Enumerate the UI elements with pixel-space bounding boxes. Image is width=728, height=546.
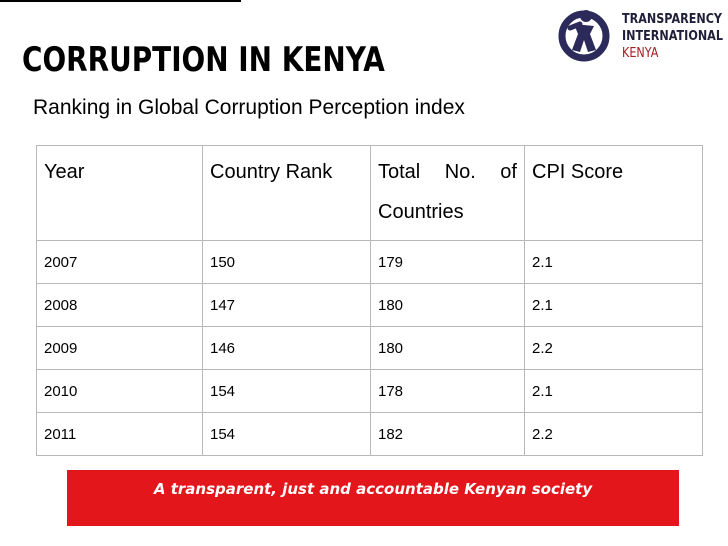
cell-rank: 150	[202, 240, 371, 284]
table-row: 2011 154 182 2.2	[36, 412, 703, 456]
cell-total: 179	[370, 240, 525, 284]
slogan-text: A transparent, just and accountable Keny…	[153, 480, 593, 498]
cell-rank: 147	[202, 283, 371, 327]
cell-rank: 146	[202, 326, 371, 370]
logo-line-1: TRANSPARENCY	[622, 12, 723, 27]
logo-line-3: KENYA	[622, 46, 659, 61]
cell-year: 2009	[36, 326, 203, 370]
cell-year: 2011	[36, 412, 203, 456]
cell-total: 180	[370, 283, 525, 327]
cell-cpi: 2.2	[524, 412, 703, 456]
cell-year: 2008	[36, 283, 203, 327]
cell-total: 182	[370, 412, 525, 456]
cell-year: 2010	[36, 369, 203, 413]
cell-rank: 154	[202, 412, 371, 456]
table-row: 2007 150 179 2.1	[36, 240, 703, 284]
transparency-international-logo: TRANSPARENCY INTERNATIONAL KENYA	[556, 4, 726, 72]
table-row: 2008 147 180 2.1	[36, 283, 703, 327]
top-rule	[0, 0, 241, 2]
cell-cpi: 2.1	[524, 240, 703, 284]
logo-emblem-icon	[558, 10, 610, 62]
cell-year: 2007	[36, 240, 203, 284]
header-total-line-2: Countries	[378, 201, 464, 223]
table-header-row: Year Country Rank Total No. of Countries…	[36, 145, 703, 241]
header-year: Year	[36, 145, 203, 241]
slogan-banner: A transparent, just and accountable Keny…	[67, 470, 679, 526]
cell-total: 178	[370, 369, 525, 413]
cell-total: 180	[370, 326, 525, 370]
cell-cpi: 2.2	[524, 326, 703, 370]
slide-subtitle: Ranking in Global Corruption Perception …	[33, 96, 465, 119]
slide-title: CORRUPTION IN KENYA	[22, 40, 385, 80]
header-total-line-1: Total No. of	[378, 161, 517, 183]
logo-line-2: INTERNATIONAL	[622, 29, 723, 44]
cpi-table: Year Country Rank Total No. of Countries…	[36, 145, 703, 456]
cell-cpi: 2.1	[524, 369, 703, 413]
table-row: 2010 154 178 2.1	[36, 369, 703, 413]
header-cpi-score: CPI Score	[524, 145, 703, 241]
table-row: 2009 146 180 2.2	[36, 326, 703, 370]
cell-cpi: 2.1	[524, 283, 703, 327]
cell-rank: 154	[202, 369, 371, 413]
logo-text: TRANSPARENCY INTERNATIONAL KENYA	[622, 11, 723, 62]
header-total-countries: Total No. of Countries	[370, 145, 525, 241]
header-country-rank: Country Rank	[202, 145, 371, 241]
